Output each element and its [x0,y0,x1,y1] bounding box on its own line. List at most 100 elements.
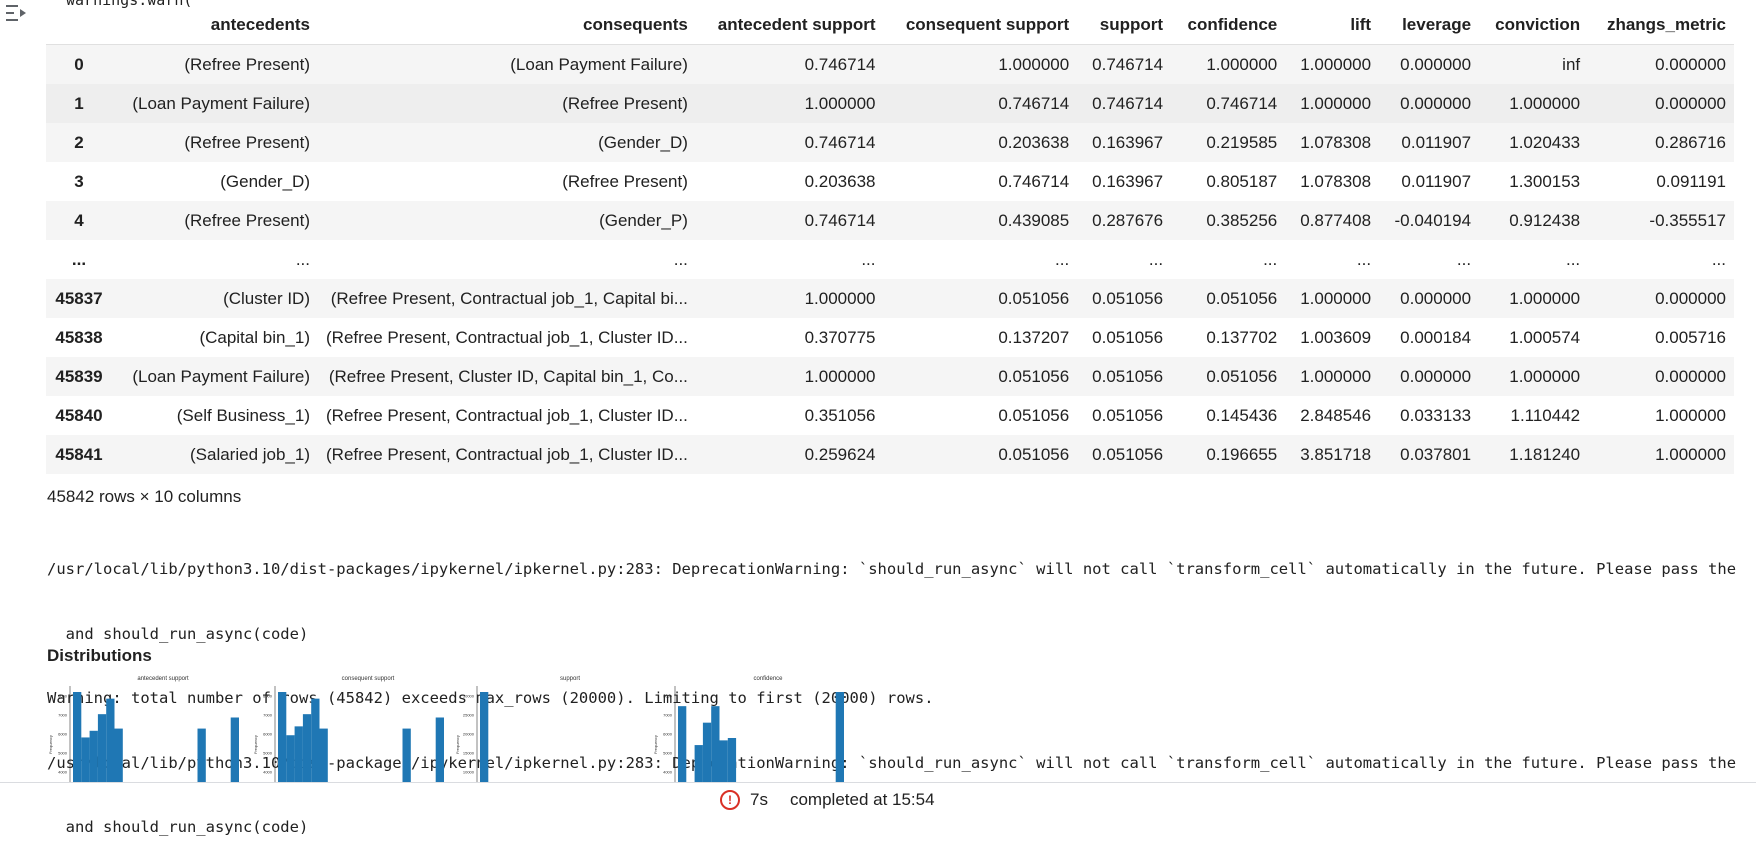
table-cell: 0.746714 [1206,93,1278,113]
table-cell: -0.040194 [1394,210,1472,230]
table-cell: 0.259624 [804,444,876,464]
histogram-bar [719,740,728,784]
dataframe-table: antecedents consequents antecedent support… [46,6,1734,474]
table-cell: (Refree Present) [562,93,688,113]
distributions-heading: Distributions [47,646,152,665]
table-cell: 0.137702 [1206,327,1278,347]
table-cell: 2.848546 [1300,405,1372,425]
table-cell: 0.000000 [1655,54,1726,74]
table-cell: (Refree Present) [184,132,310,152]
table-row: 0 (Refree Present) (Loan Payment Failure) 0… [46,44,1734,84]
histogram-bar [311,698,320,784]
table-cell: 0.051056 [998,288,1070,308]
column-header: consequent support [883,6,1078,45]
previous-output-clip: warnings.warn( [66,0,193,9]
table-cell: 1.000000 [998,54,1070,74]
table-cell: 1.000000 [1206,54,1278,74]
table-cell: 0.000000 [1655,366,1726,386]
table-cell: 0.746714 [998,171,1070,191]
table-cell: 0.051056 [1092,327,1164,347]
y-tick-label: 6000 [663,732,673,737]
table-cell: 0.051056 [998,366,1070,386]
chart-plot: Frequency 30000 25000 20000 15000 10000 [455,686,489,784]
execution-status[interactable]: ! 7s completed at 15:54 [720,790,935,810]
table-cell: 1.020433 [1509,132,1581,152]
table-cell: (Refree Present, Contractual job_1, Clus… [326,444,688,464]
table-cell: ... [1148,249,1164,269]
table-cell: (Gender_D) [598,132,688,152]
y-axis-label: Frequency [253,735,258,754]
chart-title: consequent support [341,676,395,682]
table-cell: 0.439085 [998,210,1070,230]
chart-title: antecedent support [137,676,189,682]
y-tick-label: 7000 [263,713,273,718]
table-cell: (Cluster ID) [223,288,310,308]
table-cell: (Refree Present, Contractual job_1, Clus… [326,327,688,347]
table-cell: 0.000000 [1655,93,1726,113]
table-cell: 3.851718 [1300,444,1372,464]
column-header: leverage [1379,6,1480,45]
row-index: 45838 [55,327,103,347]
table-cell: ... [295,249,310,269]
table-cell: 0.011907 [1401,132,1472,152]
output-actions-icon[interactable] [4,2,28,24]
table-cell: ... [861,249,876,269]
table-cell: 0.805187 [1206,171,1278,191]
table-cell: 0.051056 [1092,405,1164,425]
y-tick-label: 6000 [263,732,273,737]
histogram-bar [197,728,206,784]
error-icon: ! [720,790,740,810]
table-cell: 0.051056 [1092,288,1164,308]
histogram-bar [711,706,720,784]
y-tick-label: 20000 [463,732,475,737]
completed-time: completed at 15:54 [789,790,935,809]
table-cell: 0.011907 [1401,171,1472,191]
table-cell: (Loan Payment Failure) [132,93,310,113]
column-header: support [1077,6,1172,45]
y-tick-label: 4000 [263,770,273,775]
chart-plot: Frequency 8000 7000 6000 5000 4000 [48,686,239,784]
table-cell: inf [1562,54,1581,74]
table-cell: 0.051056 [998,405,1070,425]
table-cell: 0.746714 [804,132,876,152]
table-cell: ... [1711,249,1726,269]
table-cell: ... [1356,249,1372,269]
rows-columns-info: 45842 rows × 10 columns [47,487,242,506]
table-cell: (Refree Present) [562,171,688,191]
y-tick-label: 4000 [58,770,68,775]
table-cell: (Refree Present) [184,54,310,74]
table-cell: (Refree Present) [184,210,310,230]
table-cell: 0.000000 [1400,54,1472,74]
table-cell: 1.078308 [1300,171,1372,191]
table-cell: 0.196655 [1206,444,1278,464]
table-cell: 0.370775 [804,327,876,347]
stderr-line: and should_run_async(code) [47,818,309,836]
table-cell: 0.000000 [1400,366,1472,386]
histogram-bar [435,717,444,784]
histogram-bar [97,714,107,784]
table-cell: 1.181240 [1509,444,1581,464]
table-row: 45840 (Self Business_1) (Refree Present, C… [46,396,1734,435]
table-cell: 0.286716 [1655,132,1726,152]
y-tick-label: 5000 [663,751,673,756]
y-tick-label: 7000 [58,713,68,718]
table-cell: 0.051056 [1092,444,1164,464]
table-cell: 0.033133 [1400,405,1472,425]
histogram-bar [114,728,123,784]
table-cell: 1.000000 [1300,54,1372,74]
table-cell: 0.051056 [1092,366,1164,386]
table-cell: 1.000000 [1655,405,1726,425]
y-tick-label: 4000 [663,770,673,775]
table-cell: 0.746714 [804,210,876,230]
column-header: confidence [1171,6,1286,45]
table-cell: ... [1263,249,1278,269]
histogram-bar [694,745,703,784]
table-cell: 1.000000 [1509,288,1581,308]
table-cell: 0.203638 [804,171,876,191]
table-cell: -0.355517 [1649,210,1726,230]
row-index: 3 [74,171,84,191]
table-cell: 1.000000 [1300,366,1372,386]
table-cell: 0.877408 [1300,210,1372,230]
table-cell: 1.000000 [1300,93,1372,113]
histogram-bar [319,728,328,784]
